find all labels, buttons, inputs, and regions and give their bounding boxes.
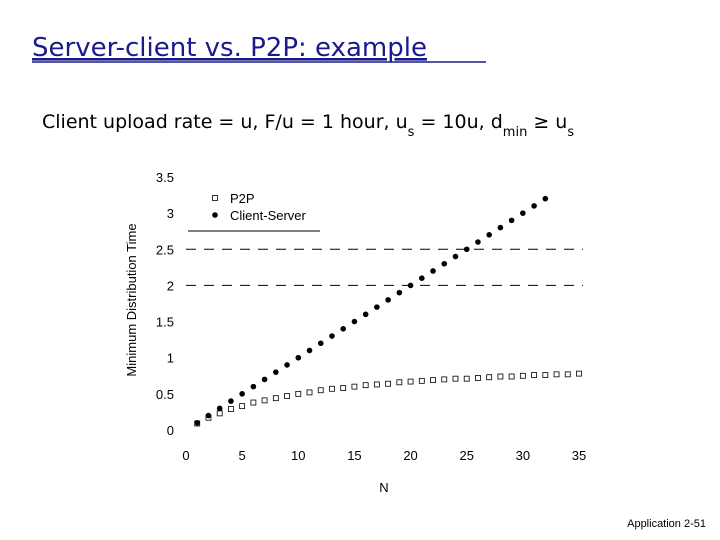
footer: Application 2-51 <box>627 518 706 530</box>
point <box>475 239 481 245</box>
point <box>273 369 279 375</box>
point <box>216 410 223 417</box>
y-tick-label: 0 <box>167 423 174 438</box>
point <box>261 397 268 404</box>
x-tick-label: 30 <box>516 448 530 463</box>
subtitle-text: = 10u, d <box>414 111 502 133</box>
y-tick-label: 1.5 <box>156 315 174 330</box>
point <box>250 399 257 406</box>
x-tick-label: 0 <box>182 448 189 463</box>
point <box>329 333 335 339</box>
point <box>351 318 358 325</box>
subtitle-text: Client upload rate = u, F/u = 1 hour, u <box>42 111 408 133</box>
point <box>272 395 279 402</box>
point <box>284 393 290 399</box>
subscript: s <box>408 125 415 140</box>
point <box>351 383 358 390</box>
point <box>564 371 571 378</box>
point <box>239 403 246 410</box>
y-axis-label: Minimum Distribution Time <box>124 223 139 376</box>
subscript: s <box>567 125 574 140</box>
legend-marker <box>212 212 218 218</box>
y-tick-label: 1 <box>167 351 174 366</box>
x-tick-label: 25 <box>459 448 473 463</box>
point <box>463 246 470 253</box>
point <box>295 390 302 397</box>
point <box>418 377 425 384</box>
legend-marker <box>212 195 218 201</box>
point <box>385 380 392 387</box>
point <box>194 419 201 426</box>
x-tick-label: 20 <box>403 448 417 463</box>
point <box>486 232 492 238</box>
point <box>317 387 324 394</box>
point <box>373 381 380 388</box>
point <box>520 210 526 216</box>
x-tick-label: 10 <box>291 448 305 463</box>
point <box>486 374 493 381</box>
point <box>463 375 470 382</box>
point <box>340 326 347 332</box>
point <box>452 253 459 260</box>
point <box>441 376 448 383</box>
legend-label: Client-Server <box>230 208 307 223</box>
point <box>452 375 459 382</box>
point <box>228 406 234 412</box>
point <box>508 373 515 380</box>
point <box>497 224 504 231</box>
point <box>475 375 481 381</box>
point <box>205 412 212 419</box>
point <box>519 372 526 379</box>
y-tick-label: 0.5 <box>156 387 174 402</box>
point <box>396 379 403 386</box>
point <box>250 383 257 390</box>
x-tick-label: 5 <box>239 448 246 463</box>
subscript: min <box>503 125 528 140</box>
point <box>576 370 582 377</box>
point <box>407 378 414 385</box>
point <box>306 347 313 354</box>
point <box>385 297 391 303</box>
y-tick-label: 3.5 <box>156 170 174 185</box>
point <box>441 260 448 267</box>
point <box>295 354 302 361</box>
point <box>374 304 380 310</box>
x-tick-label: 15 <box>347 448 361 463</box>
point <box>531 203 537 209</box>
legend-label: P2P <box>230 191 255 206</box>
x-tick-label: 35 <box>572 448 586 463</box>
point <box>419 275 425 282</box>
point <box>497 373 504 380</box>
point <box>542 372 549 378</box>
point <box>542 195 549 202</box>
point <box>329 385 335 392</box>
point <box>396 289 403 296</box>
x-axis-label: N <box>379 480 388 495</box>
subtitle-text: ≥ u <box>527 111 567 133</box>
point <box>216 405 223 412</box>
point <box>362 382 369 389</box>
point <box>284 362 290 368</box>
y-tick-label: 3 <box>167 206 174 221</box>
point <box>306 389 313 396</box>
point <box>261 376 268 383</box>
point <box>340 385 347 391</box>
subtitle: Client upload rate = u, F/u = 1 hour, us… <box>42 111 574 140</box>
point <box>407 282 414 289</box>
slide-title: Server-client vs. P2P: example <box>32 33 427 63</box>
y-tick-label: 2 <box>167 278 174 293</box>
point <box>430 377 436 384</box>
point <box>362 311 369 318</box>
point <box>553 371 560 378</box>
point <box>531 372 537 378</box>
point <box>430 268 436 274</box>
point <box>317 340 324 347</box>
point <box>508 217 515 224</box>
point <box>239 391 245 397</box>
y-tick-label: 2.5 <box>156 242 174 257</box>
point <box>228 398 234 404</box>
